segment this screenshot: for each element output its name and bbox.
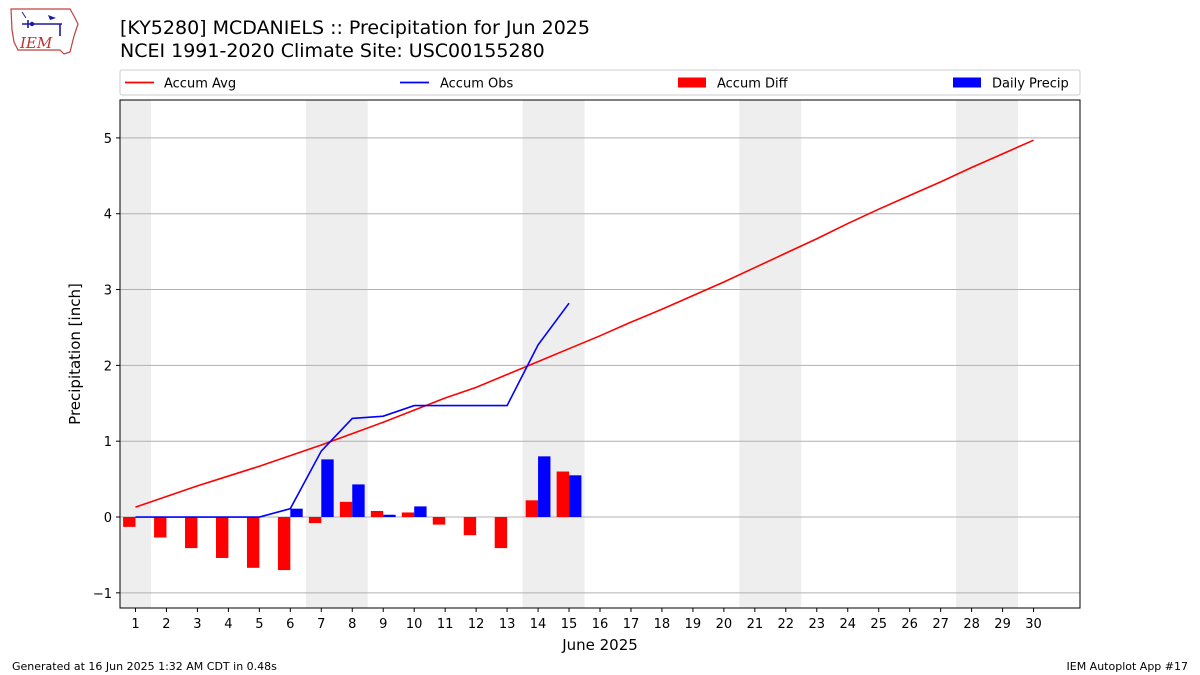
legend-accum-diff-label: Accum Diff [717, 77, 789, 92]
app-footer: IEM Autoplot App #17 [1066, 660, 1189, 673]
x-tick-label: 29 [994, 617, 1011, 632]
accum-diff-bar [339, 501, 353, 518]
weekend-band [522, 100, 585, 608]
daily-precip-bar [538, 456, 551, 518]
weekend-band [956, 100, 1019, 608]
x-tick-label: 21 [747, 617, 764, 632]
weekend-band [305, 100, 368, 608]
legend-box [119, 69, 1081, 96]
legend-accum-obs-label: Accum Obs [440, 77, 513, 92]
x-tick-label: 19 [685, 617, 702, 632]
x-tick-label: 1 [131, 617, 139, 632]
x-tick-label: 14 [530, 617, 547, 632]
daily-precip-bar [414, 506, 427, 518]
x-tick-label: 16 [592, 617, 609, 632]
y-tick-label: 3 [104, 284, 112, 299]
daily-precip-bar [321, 459, 334, 518]
weekend-band [739, 100, 802, 608]
x-tick-label: 28 [963, 617, 980, 632]
x-tick-label: 5 [255, 617, 263, 632]
x-tick-label: 17 [623, 617, 640, 632]
x-tick-label: 23 [809, 617, 826, 632]
accum-diff-bar [370, 510, 384, 518]
x-tick-label: 8 [348, 617, 356, 632]
generated-footer: Generated at 16 Jun 2025 1:32 AM CDT in … [12, 660, 277, 673]
lines [135, 139, 1034, 518]
bars [123, 456, 582, 571]
gridlines [120, 137, 1080, 594]
x-tick-label: 26 [901, 617, 918, 632]
legend-accum-diff-swatch [678, 77, 706, 88]
accum-diff-bar [277, 517, 291, 571]
x-tick-label: 2 [162, 617, 170, 632]
y-tick-label: 0 [104, 511, 112, 526]
y-tick-label: 5 [104, 132, 112, 147]
x-tick-label: 9 [379, 617, 387, 632]
accum-diff-bar [123, 517, 136, 527]
legend-accum-avg-label: Accum Avg [164, 77, 236, 92]
y-tick-label: 1 [104, 435, 112, 450]
daily-precip-bar [352, 484, 365, 518]
chart-title: [KY5280] MCDANIELS :: Precipitation for … [120, 17, 590, 39]
daily-precip-bar [569, 475, 582, 518]
x-tick-label: 24 [839, 617, 856, 632]
daily-precip-bar [290, 508, 303, 518]
x-tick-label: 4 [224, 617, 232, 632]
x-tick-label: 25 [870, 617, 887, 632]
accum-diff-bar [556, 471, 570, 518]
accum-diff-bar [432, 517, 446, 525]
legend-daily-precip-swatch [953, 77, 981, 88]
y-tick-label: −1 [93, 587, 112, 602]
x-tick-label: 13 [499, 617, 516, 632]
accum-diff-bar [494, 517, 508, 549]
accum-obs-line [135, 302, 570, 518]
accum-diff-bar [246, 517, 260, 568]
x-tick-label: 20 [716, 617, 733, 632]
accum-diff-bar [463, 517, 477, 536]
x-tick-label: 3 [193, 617, 201, 632]
accum-diff-bar [154, 517, 167, 538]
x-tick-label: 18 [654, 617, 671, 632]
y-tick-label: 2 [104, 359, 112, 374]
daily-precip-bar [383, 514, 396, 518]
x-tick-label: 15 [561, 617, 578, 632]
chart-subtitle: NCEI 1991-2020 Climate Site: USC00155280 [120, 40, 545, 62]
accum-diff-bar [308, 517, 322, 524]
accum-avg-line [135, 139, 1034, 508]
x-tick-label: 10 [406, 617, 423, 632]
weekend-band [120, 100, 151, 608]
logo-text: IEM [19, 34, 53, 52]
x-tick-label: 22 [778, 617, 795, 632]
x-tick-label: 6 [286, 617, 294, 632]
accum-diff-bar [185, 517, 198, 549]
legend: Accum Avg Accum Obs Accum Diff Daily Precip [119, 69, 1081, 96]
accum-diff-bar [525, 500, 539, 518]
x-tick-label: 12 [468, 617, 485, 632]
x-tick-label: 30 [1025, 617, 1042, 632]
accum-diff-bar [401, 512, 415, 518]
accum-diff-bar [216, 517, 229, 558]
y-tick-label: 4 [104, 208, 112, 223]
x-tick-label: 27 [932, 617, 949, 632]
y-axis-label: Precipitation [inch] [66, 283, 84, 425]
plot-frame [119, 99, 1081, 609]
x-tick-label: 11 [437, 617, 454, 632]
x-axis-label: June 2025 [561, 636, 638, 654]
legend-daily-precip-label: Daily Precip [992, 77, 1069, 92]
x-tick-label: 7 [317, 617, 325, 632]
iem-logo: IEM [10, 8, 79, 55]
